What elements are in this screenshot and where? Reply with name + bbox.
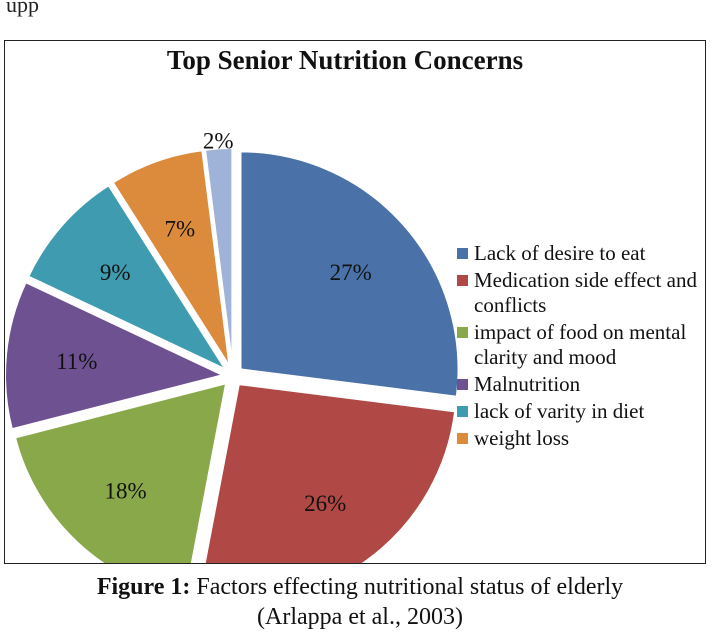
caption-text: Factors effecting nutritional status of …: [190, 574, 624, 600]
legend-item-2: impact of food on mental clarity and moo…: [457, 320, 705, 370]
caption-label: Figure 1:: [96, 574, 191, 600]
slice-value-label-4: 9%: [100, 260, 131, 285]
legend-swatch-2: [457, 327, 468, 338]
legend-item-3: Malnutrition: [457, 372, 705, 397]
legend-swatch-1: [457, 275, 468, 286]
pie-plot-area: 27% 26% 18% 11% 9% 7% 2%: [5, 128, 460, 563]
legend-item-4: lack of varity in diet: [457, 399, 705, 424]
pie-slice-5: [111, 149, 231, 368]
pie-slice-1: [203, 382, 457, 563]
pie-slice-0: [239, 150, 460, 398]
slice-value-label-5: 7%: [164, 216, 195, 241]
figure-caption: Figure 1: Factors effecting nutritional …: [0, 572, 720, 632]
legend-item-1: Medication side effect and conflicts: [457, 268, 705, 318]
legend-swatch-0: [457, 248, 468, 259]
page-text-fragment: upp: [6, 0, 39, 17]
pie-chart: Top Senior Nutrition Concerns 27% 26% 18% 1…: [4, 40, 706, 564]
legend-label-0: Lack of desire to eat: [474, 241, 646, 265]
slice-value-label-0: 27%: [330, 260, 372, 285]
legend-label-5: weight loss: [474, 426, 570, 450]
slice-value-label-2: 18%: [104, 478, 146, 503]
caption-source: (Arlappa et al., 2003): [257, 604, 463, 630]
legend-swatch-5: [457, 433, 468, 444]
pie-slice-3: [5, 280, 226, 431]
legend-item-5: weight loss: [457, 426, 705, 451]
pie-slice-4: [26, 183, 229, 372]
legend-swatch-4: [457, 406, 468, 417]
pie-slice-2: [13, 381, 228, 563]
slice-value-label-1: 26%: [304, 491, 346, 516]
chart-title: Top Senior Nutrition Concerns: [166, 45, 524, 75]
legend-label-1: Medication side effect and conflicts: [474, 268, 697, 317]
legend-label-2: impact of food on mental clarity and moo…: [474, 320, 687, 369]
chart-legend: Lack of desire to eat Medication side eff…: [457, 241, 705, 453]
legend-label-4: lack of varity in diet: [474, 399, 645, 423]
slice-value-label-6: 2%: [203, 128, 234, 153]
legend-item-0: Lack of desire to eat: [457, 241, 705, 266]
legend-label-3: Malnutrition: [474, 372, 581, 396]
legend-swatch-3: [457, 379, 468, 390]
pie-slice-6: [203, 147, 234, 367]
slice-value-label-3: 11%: [56, 349, 97, 374]
